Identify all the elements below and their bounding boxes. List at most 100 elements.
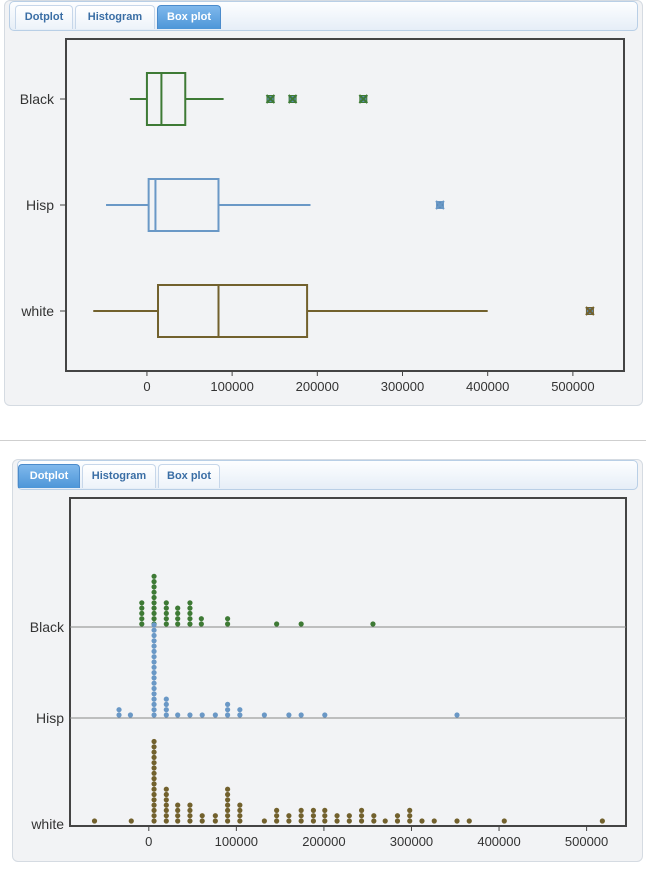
dot-point [175,605,181,611]
box-outlier-cross [287,94,298,104]
dot-point [286,712,292,718]
dot-point [151,797,157,803]
dot-point [163,616,169,622]
box-outlier-cross [435,200,445,210]
dot-point [187,802,193,808]
dot-point [175,813,181,819]
dot-point [163,802,169,808]
tab-histogram[interactable]: Histogram [82,464,156,488]
box-outlier-cross [585,306,595,316]
dot-group-label-white: white [30,816,64,832]
dot-point [298,818,304,824]
box-iqr [157,284,309,338]
dot-x-tick-label: 100000 [215,834,258,849]
dot-point [407,818,413,824]
dot-point [151,738,157,745]
dot-point [407,813,413,819]
dot-point [237,802,243,808]
dot-point [91,818,98,824]
dot-point [225,807,231,814]
dot-point [187,605,193,611]
dot-point [454,818,460,824]
box-group-label-hisp: Hisp [26,197,54,213]
dot-point [151,696,157,702]
box-x-tick-label: 300000 [381,379,424,394]
box-x-tick-label: 200000 [296,379,339,394]
dot-point [163,818,169,824]
dot-point [175,802,181,808]
tab-dotplot[interactable]: Dotplot [15,5,73,29]
dot-x-tick-label: 300000 [390,834,433,849]
dot-point [225,786,231,792]
dot-point [151,749,157,755]
dot-point [225,701,231,708]
dot-point [225,791,231,798]
dot-point [151,786,157,792]
dot-point [187,621,193,627]
dot-point [237,813,243,819]
box-x-tick-label: 100000 [210,379,253,394]
dot-point [322,813,328,819]
box-plot-frame [65,38,625,372]
dot-point [310,807,317,814]
tab-dotplot[interactable]: Dotplot [18,464,80,488]
dot-point [187,616,193,622]
dot-point [151,664,157,670]
dot-point [175,610,181,617]
dot-point [371,813,377,819]
dot-point [322,712,328,718]
dot-point [187,712,193,718]
tab-histogram[interactable]: Histogram [75,5,155,29]
dot-point [274,818,280,824]
top-chart-panel: Dotplot Histogram Box plot [4,0,643,406]
dot-point [151,807,157,814]
dot-x-tick-label: 400000 [477,834,520,849]
dot-point [151,813,157,819]
dot-point [198,621,204,627]
dot-point [163,712,169,718]
dot-point [163,621,169,627]
dot-point [225,621,231,627]
dot-point [322,818,328,824]
dot-point [139,616,145,622]
dot-point [394,818,401,824]
box-iqr [147,178,220,232]
dot-point [358,813,365,819]
dot-point [199,712,205,718]
dotplot-frame [69,497,627,827]
dot-point [151,670,157,676]
dot-point [151,791,157,798]
dot-point [139,610,145,617]
dot-x-tick-label: 0 [145,834,152,849]
dot-point [175,621,181,627]
dot-point [199,813,205,819]
dot-point [419,818,425,824]
dot-point [187,610,193,617]
dot-point [225,712,231,718]
dot-point [163,610,169,617]
dot-point [163,696,169,702]
section-divider [0,440,646,441]
dot-point [163,807,169,814]
box-outlier-cross [265,94,276,104]
dot-point [151,680,157,686]
dot-point [334,818,340,824]
dot-x-tick-label: 500000 [565,834,608,849]
dot-point [151,712,157,718]
dot-point [151,770,157,776]
dot-point [225,802,231,808]
dot-point [163,600,169,606]
dot-point [346,813,352,819]
dot-point [225,707,231,713]
dot-x-tick-label: 200000 [302,834,345,849]
dot-point [151,691,157,697]
dot-point [151,610,157,617]
dot-point [151,760,157,766]
tab-box-plot[interactable]: Box plot [158,464,220,488]
tab-box-plot[interactable]: Box plot [157,5,221,29]
box-iqr [145,72,187,126]
dot-point [151,622,157,628]
dot-point [199,818,205,824]
dot-point [151,659,157,665]
